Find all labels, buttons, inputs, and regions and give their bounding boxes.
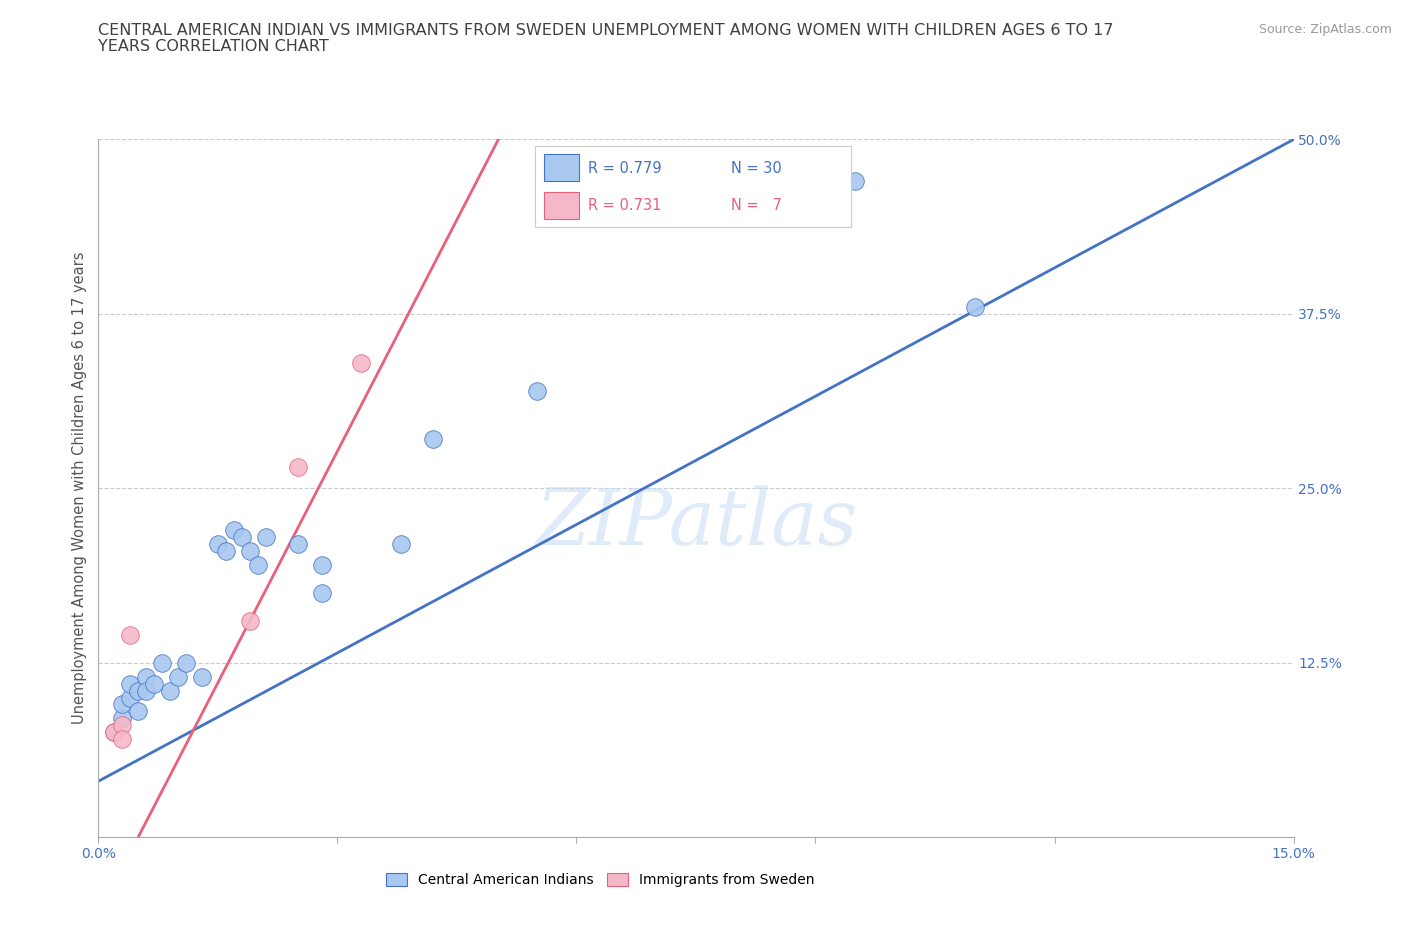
Point bbox=[120, 676, 142, 691]
Point bbox=[389, 537, 412, 551]
Point bbox=[844, 174, 866, 189]
Point bbox=[239, 543, 262, 558]
Point bbox=[254, 530, 277, 545]
Point bbox=[963, 299, 986, 314]
Point bbox=[103, 725, 125, 740]
Point bbox=[135, 683, 157, 698]
Point bbox=[159, 683, 181, 698]
Point bbox=[526, 383, 548, 398]
Point bbox=[422, 432, 444, 447]
Text: ZIPatlas: ZIPatlas bbox=[534, 485, 858, 562]
Point bbox=[287, 537, 309, 551]
Point bbox=[150, 656, 173, 671]
Text: YEARS CORRELATION CHART: YEARS CORRELATION CHART bbox=[98, 39, 329, 54]
Point bbox=[111, 698, 134, 712]
Point bbox=[120, 690, 142, 705]
Point bbox=[111, 711, 134, 725]
Point bbox=[207, 537, 229, 551]
Point bbox=[143, 676, 166, 691]
Point bbox=[231, 530, 253, 545]
Point bbox=[215, 543, 238, 558]
Point bbox=[246, 558, 269, 573]
Point bbox=[127, 683, 149, 698]
Point bbox=[350, 355, 373, 370]
Point bbox=[222, 523, 245, 538]
Point bbox=[111, 732, 134, 747]
Point bbox=[311, 586, 333, 601]
Point bbox=[103, 725, 125, 740]
Legend: Central American Indians, Immigrants from Sweden: Central American Indians, Immigrants fro… bbox=[381, 868, 820, 893]
Point bbox=[191, 670, 214, 684]
Point bbox=[174, 656, 197, 671]
Point bbox=[239, 614, 262, 629]
Point bbox=[167, 670, 190, 684]
Point bbox=[311, 558, 333, 573]
Text: CENTRAL AMERICAN INDIAN VS IMMIGRANTS FROM SWEDEN UNEMPLOYMENT AMONG WOMEN WITH : CENTRAL AMERICAN INDIAN VS IMMIGRANTS FR… bbox=[98, 23, 1114, 38]
Y-axis label: Unemployment Among Women with Children Ages 6 to 17 years: Unemployment Among Women with Children A… bbox=[72, 252, 87, 724]
Point bbox=[287, 460, 309, 474]
Point bbox=[120, 628, 142, 643]
Point bbox=[111, 718, 134, 733]
Point bbox=[127, 704, 149, 719]
Text: Source: ZipAtlas.com: Source: ZipAtlas.com bbox=[1258, 23, 1392, 36]
Point bbox=[135, 670, 157, 684]
